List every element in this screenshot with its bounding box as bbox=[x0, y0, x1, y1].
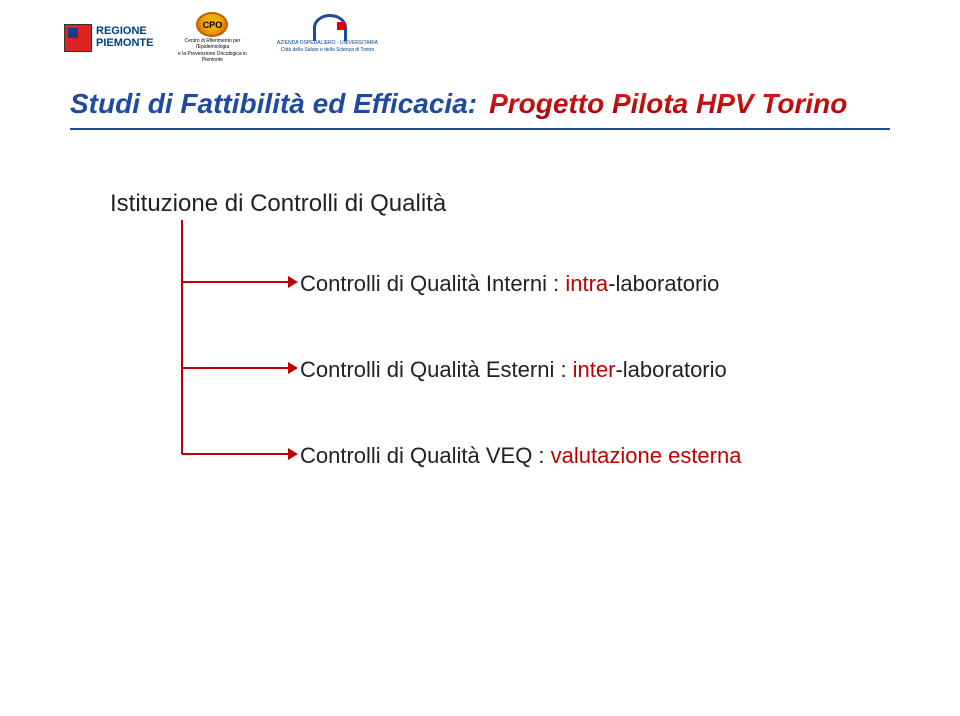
item-prefix: Controlli di Qualità VEQ : bbox=[300, 443, 551, 468]
section-heading: Istituzione di Controlli di Qualità bbox=[110, 190, 446, 218]
logo-regione-piemonte: REGIONE PIEMONTE bbox=[60, 10, 157, 65]
piemonte-text: REGIONE PIEMONTE bbox=[96, 26, 153, 49]
slide: REGIONE PIEMONTE CPO Centro di Riferimen… bbox=[0, 0, 960, 716]
logos-row: REGIONE PIEMONTE CPO Centro di Riferimen… bbox=[60, 10, 387, 65]
cpo-mark-icon: CPO bbox=[196, 12, 228, 37]
cpo-sub2: e la Prevenzione Oncologica in Piemonte bbox=[171, 52, 253, 63]
logo-citta-salute: AZIENDA OSPEDALIERO - UNIVERSITARIA Citt… bbox=[267, 10, 387, 65]
diagram-item: Controlli di Qualità Esterni : inter-lab… bbox=[300, 357, 727, 383]
title-row: Studi di Fattibilità ed Efficacia: Proge… bbox=[70, 88, 890, 120]
item-suffix: -laboratorio bbox=[608, 271, 719, 296]
diagram-item: Controlli di Qualità Interni : intra-lab… bbox=[300, 271, 719, 297]
piemonte-line2: PIEMONTE bbox=[96, 38, 153, 50]
citta-shape-icon bbox=[309, 12, 345, 40]
cpo-sub1: Centro di Riferimento per l'Epidemiologi… bbox=[171, 39, 253, 50]
title-rule bbox=[70, 128, 890, 130]
citta-line1: AZIENDA OSPEDALIERO - UNIVERSITARIA bbox=[277, 41, 378, 47]
piemonte-line1: REGIONE bbox=[96, 26, 153, 38]
piemonte-flag-icon bbox=[64, 24, 92, 52]
item-prefix: Controlli di Qualità Interni : bbox=[300, 271, 565, 296]
diagram-item: Controlli di Qualità VEQ : valutazione e… bbox=[300, 443, 741, 469]
logo-cpo: CPO Centro di Riferimento per l'Epidemio… bbox=[167, 10, 257, 65]
item-prefix: Controlli di Qualità Esterni : bbox=[300, 357, 573, 382]
item-emphasis: intra bbox=[565, 271, 608, 296]
citta-line2: Città della Salute e della Scienza di To… bbox=[281, 48, 374, 54]
item-suffix: -laboratorio bbox=[615, 357, 726, 382]
title-right: Progetto Pilota HPV Torino bbox=[489, 88, 847, 120]
item-emphasis: inter bbox=[573, 357, 616, 382]
item-emphasis: valutazione esterna bbox=[551, 443, 742, 468]
title-left: Studi di Fattibilità ed Efficacia: bbox=[70, 88, 477, 120]
